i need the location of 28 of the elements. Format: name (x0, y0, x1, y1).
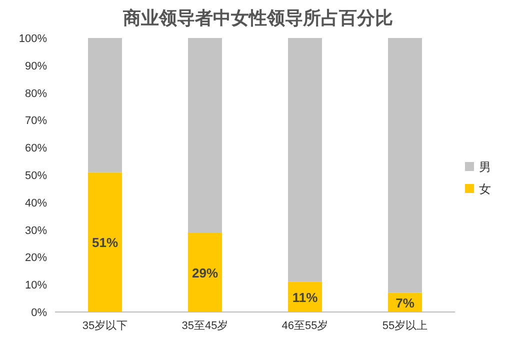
x-tick-label: 35至45岁 (182, 320, 228, 332)
y-tick-label: 70% (24, 115, 48, 128)
x-tick-label: 46至55岁 (282, 320, 328, 332)
y-tick-label: 100% (18, 33, 48, 45)
y-tick-label: 20% (24, 252, 48, 264)
y-tick-label: 60% (24, 142, 48, 155)
bar (188, 232, 222, 312)
bar (188, 38, 222, 233)
y-tick-label: 80% (24, 88, 48, 100)
y-tick-label: 0% (31, 307, 48, 319)
legend-label: 女 (479, 182, 491, 196)
x-tick-label: 35岁以下 (82, 319, 128, 332)
data-label: 11% (292, 290, 318, 305)
data-label: 51% (92, 235, 118, 250)
chart-title: 商业领导者中女性领导所占百分比 (122, 8, 393, 28)
y-tick-label: 30% (24, 224, 48, 237)
y-tick-label: 40% (24, 197, 48, 210)
data-label: 29% (192, 265, 218, 280)
bar (88, 172, 122, 312)
y-tick-label: 50% (24, 170, 48, 182)
y-tick-label: 10% (24, 280, 48, 292)
bar (288, 38, 322, 282)
legend-label: 男 (479, 160, 491, 174)
bar (388, 38, 422, 293)
y-tick-label: 90% (24, 60, 48, 72)
bar (88, 38, 122, 172)
x-tick-label: 55岁以上 (382, 319, 428, 332)
data-label: 7% (396, 295, 415, 310)
